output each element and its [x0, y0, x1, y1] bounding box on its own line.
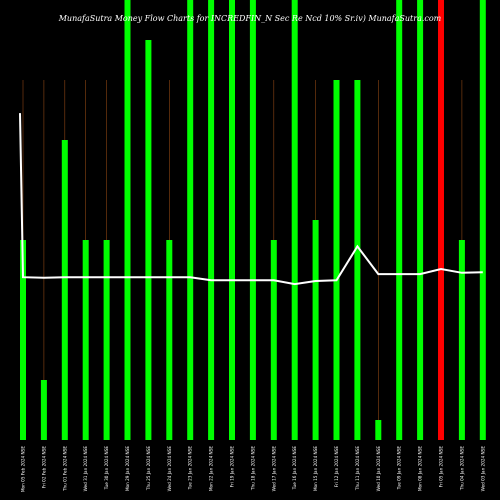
x-tick-label: Mon 08 Jan 2024 NSE — [418, 446, 423, 491]
x-tick-label: Wed 24 Jan 2024 NSE — [167, 446, 172, 492]
x-tick-label: Thu 25 Jan 2024 NSE — [146, 446, 151, 491]
bar — [208, 0, 215, 440]
bar — [124, 0, 131, 440]
x-tick-label: Fri 02 Feb 2024 NSE — [41, 446, 46, 489]
x-tick-label: Wed 17 Jan 2024 NSE — [271, 446, 276, 492]
bar — [229, 0, 235, 440]
bar — [166, 240, 173, 440]
bar — [40, 380, 47, 440]
x-tick-label: Tue 09 Jan 2024 NSE — [397, 446, 402, 491]
x-tick-label: Thu 11 Jan 2024 NSE — [355, 446, 360, 491]
bar — [61, 140, 68, 440]
bar — [270, 240, 277, 440]
x-tick-label: Mon 05 Feb 2024 NSE — [21, 446, 26, 492]
bar — [82, 240, 89, 440]
x-tick-label: Fri 12 Jan 2024 NSE — [334, 446, 339, 488]
bar — [333, 80, 340, 440]
bar — [354, 80, 361, 440]
x-tick-label: Fri 05 Jan 2024 NSE — [439, 446, 444, 488]
x-tick-label: Mon 15 Jan 2024 NSE — [313, 446, 318, 491]
x-tick-label: Thu 18 Jan 2024 NSE — [250, 446, 255, 491]
bar — [396, 0, 403, 440]
x-tick-label: Wed 03 Jan 2024 NSE — [480, 446, 485, 492]
bar — [417, 0, 424, 440]
bar — [187, 0, 194, 440]
bar — [20, 240, 26, 440]
x-tick-labels: Mon 05 Feb 2024 NSE Fri 02 Feb 2024 NSE Th… — [21, 446, 486, 492]
x-tick-label: Tue 30 Jan 2024 NSE — [104, 446, 109, 491]
bar — [291, 0, 298, 440]
bars — [20, 0, 486, 440]
x-tick-label: Wed 10 Jan 2024 NSE — [376, 446, 381, 492]
x-tick-label: Tue 16 Jan 2024 NSE — [292, 446, 297, 491]
x-tick-label: Fri 19 Jan 2024 NSE — [230, 446, 235, 488]
x-tick-label: Tue 23 Jan 2024 NSE — [188, 446, 193, 491]
price-line — [19, 113, 483, 286]
x-tick-label: Wed 31 Jan 2024 NSE — [83, 446, 88, 492]
bar — [103, 240, 110, 440]
bar — [438, 0, 444, 440]
bar — [458, 240, 465, 440]
bar — [249, 0, 256, 440]
bar — [312, 220, 319, 440]
x-tick-label: Mon 22 Jan 2024 NSE — [209, 446, 214, 491]
x-tick-label: Thu 01 Feb 2024 NSE — [62, 446, 67, 492]
bar — [375, 420, 382, 440]
bar — [145, 40, 152, 440]
x-tick-label: Mon 29 Jan 2024 NSE — [125, 446, 130, 491]
chart-title: MunafaSutra Money Flow Charts for INCRED… — [58, 14, 442, 23]
bar — [479, 0, 486, 440]
x-tick-label: Thu 04 Jan 2024 NSE — [459, 446, 464, 491]
